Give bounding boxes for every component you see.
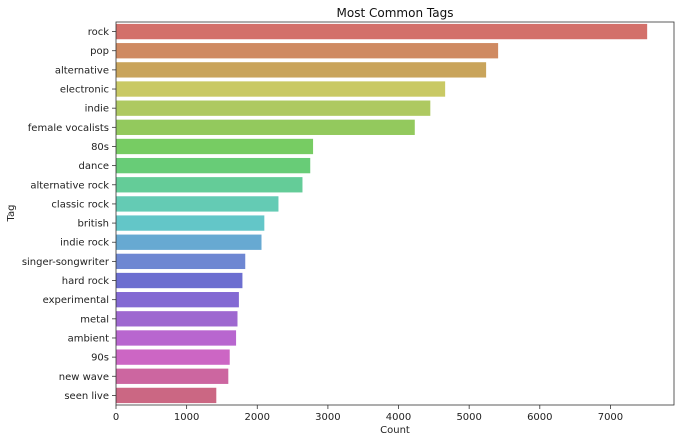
y-tick-label: 90s	[91, 353, 109, 364]
y-tick-label: dance	[79, 161, 109, 172]
bar-ambient	[116, 330, 237, 346]
y-tick-label: ambient	[68, 333, 109, 344]
bar-hard-rock	[116, 272, 243, 289]
bar-pop	[116, 43, 499, 59]
bar-seen-live	[116, 387, 217, 404]
x-tick-label: 2000	[245, 412, 270, 423]
y-axis-label: Tag	[6, 205, 17, 223]
bars-group	[116, 23, 648, 404]
x-ticks: 0 1000 2000 3000 4000 5000 6000 7000	[113, 405, 623, 423]
y-tick-label: british	[78, 219, 109, 230]
bar-metal	[116, 311, 238, 327]
x-tick-label: 5000	[456, 412, 481, 423]
bar-indie-rock	[116, 234, 262, 250]
y-tick-label: alternative rock	[30, 180, 109, 191]
bar-rock	[116, 23, 648, 40]
y-tick-label: indie rock	[60, 238, 109, 249]
y-tick-label: hard rock	[62, 276, 109, 287]
y-tick-label: electronic	[60, 85, 109, 96]
y-tick-label: metal	[80, 314, 109, 325]
x-tick-label: 3000	[315, 412, 340, 423]
x-tick-label: 7000	[598, 412, 623, 423]
y-tick-label: alternative	[55, 65, 109, 76]
bar-british	[116, 215, 265, 231]
x-tick-label: 0	[113, 412, 119, 423]
bar-indie	[116, 100, 431, 116]
bar-new-wave	[116, 368, 229, 384]
x-tick-label: 4000	[386, 412, 411, 423]
bar-singer-songwriter	[116, 253, 246, 270]
y-tick-labels: rock pop alternative electronic indie female …	[22, 27, 116, 402]
y-tick-label: rock	[88, 27, 110, 38]
x-tick-label: 1000	[174, 412, 199, 423]
y-tick-label: 80s	[91, 142, 109, 153]
x-axis-label: Count	[380, 425, 410, 436]
y-tick-label: pop	[90, 46, 109, 57]
y-tick-label: classic rock	[51, 199, 109, 210]
bar-alternative-rock	[116, 177, 303, 193]
bar-alternative	[116, 62, 487, 78]
bar-electronic	[116, 81, 446, 97]
y-tick-label: female vocalists	[28, 123, 109, 134]
y-tick-label: indie	[85, 104, 109, 115]
x-tick-label: 6000	[527, 412, 552, 423]
y-tick-label: new wave	[59, 372, 109, 383]
bar-classic-rock	[116, 196, 279, 212]
bar-female-vocalists	[116, 119, 415, 135]
bar-dance	[116, 157, 311, 174]
y-tick-label: experimental	[43, 295, 109, 306]
bar-experimental	[116, 292, 239, 308]
bar-90s	[116, 349, 230, 365]
plot-frame	[115, 21, 675, 406]
bar-80s	[116, 138, 314, 155]
y-tick-label: seen live	[64, 391, 109, 402]
chart-title: Most Common Tags	[337, 6, 454, 20]
y-tick-label: singer-songwriter	[22, 257, 110, 268]
